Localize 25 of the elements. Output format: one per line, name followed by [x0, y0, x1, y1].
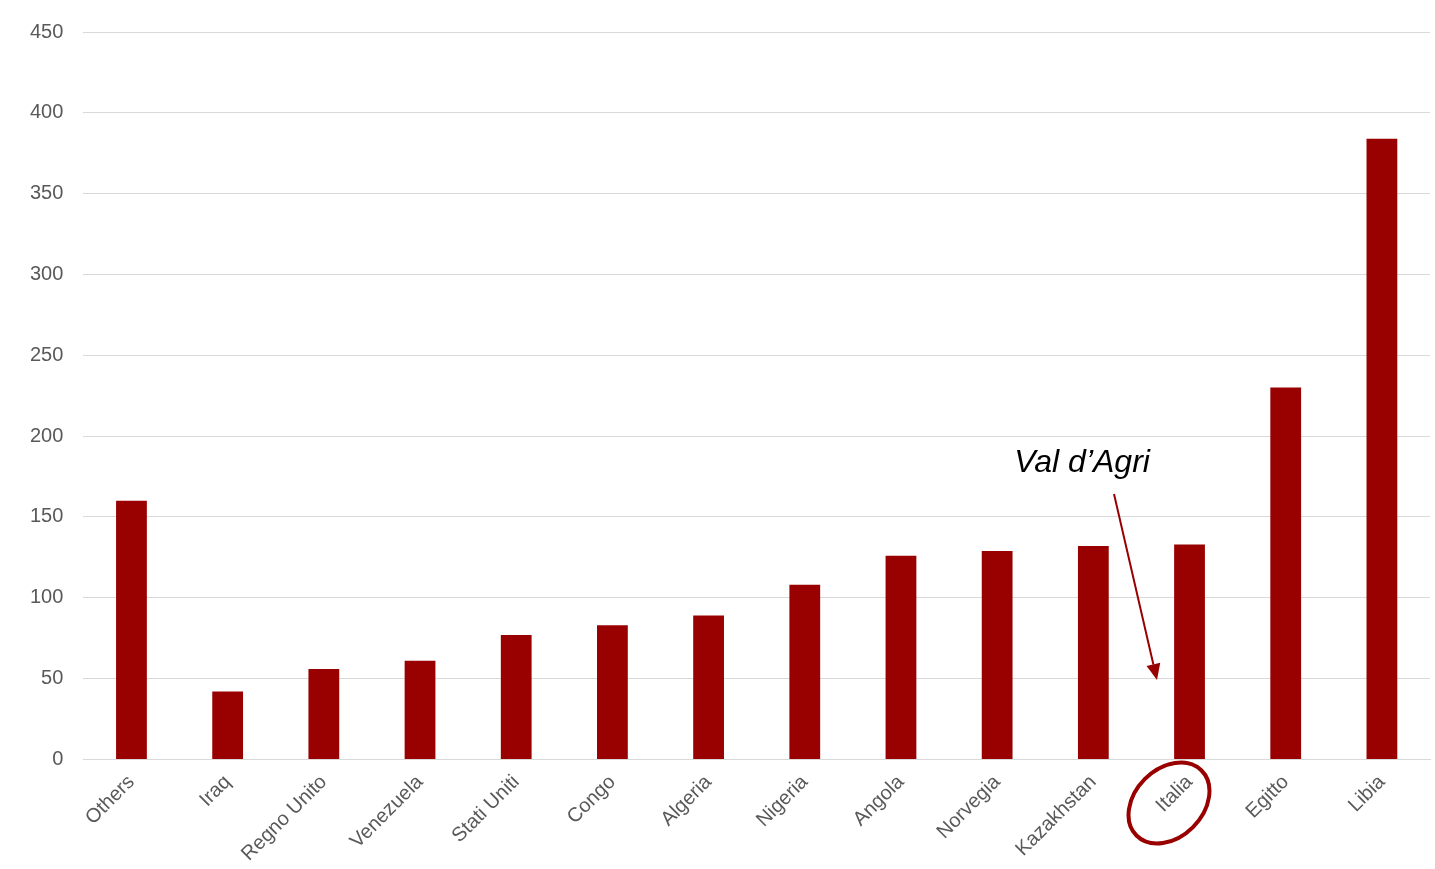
x-tick-label: Iraq	[194, 770, 235, 810]
y-tick-label: 300	[29, 261, 64, 284]
bar	[500, 634, 532, 759]
bar	[308, 668, 340, 759]
y-tick-label: 150	[29, 504, 64, 527]
bar	[693, 615, 724, 759]
bar	[1366, 138, 1398, 759]
bar	[597, 625, 628, 759]
y-tick-label: 400	[29, 100, 64, 123]
y-tick-label: 200	[29, 423, 64, 446]
y-tick-label: 50	[41, 666, 64, 689]
y-tick-label: 250	[29, 342, 64, 365]
y-tick-label: 450	[29, 19, 64, 42]
y-tick-label: 350	[29, 181, 64, 204]
bar	[212, 691, 244, 759]
bar	[1077, 546, 1109, 759]
annotation: Val d’Agri	[1014, 442, 1151, 479]
bar	[789, 584, 821, 759]
bar	[885, 555, 917, 759]
bar	[981, 550, 1013, 759]
bar	[404, 660, 436, 759]
bar	[1270, 387, 1302, 759]
y-tick-label: 100	[29, 585, 64, 608]
bar	[116, 500, 147, 759]
y-tick-label: 0	[52, 746, 64, 769]
